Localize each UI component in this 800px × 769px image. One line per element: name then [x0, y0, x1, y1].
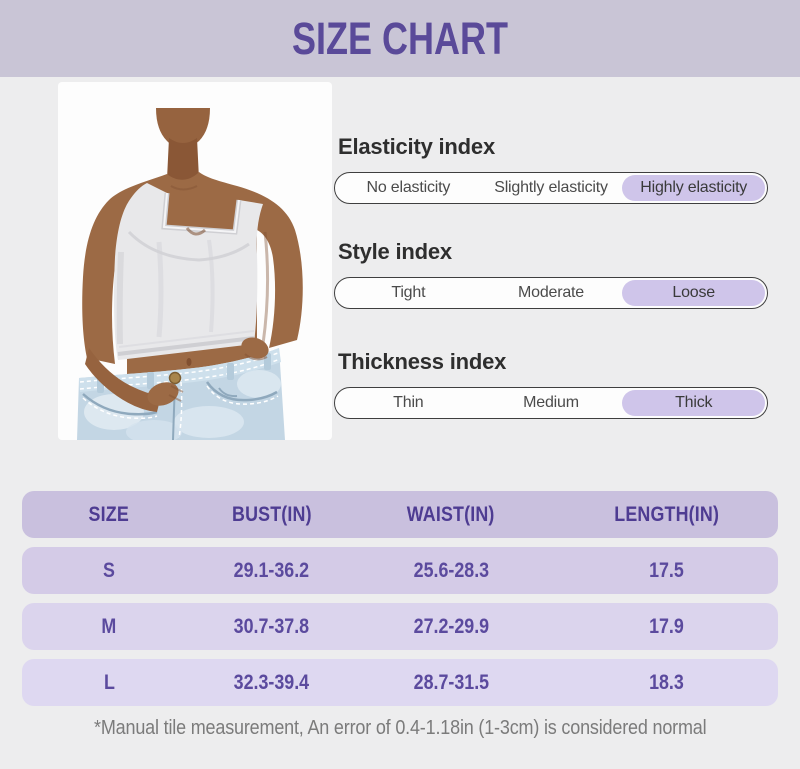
style-option-tight: Tight — [391, 284, 426, 301]
page-title: SIZE CHART — [292, 12, 508, 64]
cell-length: 17.9 — [649, 614, 684, 638]
elasticity-option-none: No elasticity — [366, 179, 451, 196]
table-row-m: M 30.7-37.8 27.2-29.9 17.9 — [22, 603, 778, 650]
cell-size: S — [102, 558, 115, 582]
col-header-length: LENGTH(IN) — [614, 502, 719, 526]
cell-length: 17.5 — [649, 558, 684, 582]
product-photo — [58, 82, 332, 440]
style-option-moderate: Moderate — [518, 284, 584, 301]
cell-bust: 29.1-36.2 — [233, 558, 310, 582]
cell-waist: 25.6-28.3 — [413, 558, 489, 582]
cell-size: M — [101, 614, 117, 638]
elasticity-option-slightly: Slightly elasticity — [494, 179, 608, 196]
size-table-header-row: SIZE BUST(IN) WAIST(IN) LENGTH(IN) — [22, 491, 778, 538]
style-index-title: Style index — [338, 239, 452, 264]
elasticity-index-title: Elasticity index — [338, 134, 495, 159]
cell-size: L — [103, 670, 115, 694]
elasticity-option-highly: Highly elasticity — [622, 175, 766, 201]
thickness-index-section: Thickness index Thin Medium Thick — [334, 349, 768, 419]
measurement-footnote: *Manual tile measurement, An error of 0.… — [93, 717, 707, 739]
style-index-section: Style index Tight Moderate Loose — [334, 239, 768, 309]
elasticity-index-section: Elasticity index No elasticity Slightly … — [334, 134, 768, 204]
col-header-bust: BUST(IN) — [231, 502, 312, 526]
cell-waist: 28.7-31.5 — [413, 670, 489, 694]
style-index-scale: Tight Moderate Loose — [334, 277, 768, 309]
elasticity-index-scale: No elasticity Slightly elasticity Highly… — [334, 172, 768, 204]
thickness-option-medium: Medium — [523, 394, 579, 411]
cell-bust: 30.7-37.8 — [233, 614, 310, 638]
col-header-size: SIZE — [88, 502, 130, 526]
table-row-s: S 29.1-36.2 25.6-28.3 17.5 — [22, 547, 778, 594]
table-row-l: L 32.3-39.4 28.7-31.5 18.3 — [22, 659, 778, 706]
header-banner: SIZE CHART — [0, 0, 800, 77]
style-option-loose: Loose — [622, 280, 766, 306]
cell-waist: 27.2-29.9 — [413, 614, 489, 638]
cell-bust: 32.3-39.4 — [233, 670, 310, 694]
thickness-option-thick: Thick — [622, 390, 766, 416]
thickness-index-scale: Thin Medium Thick — [334, 387, 768, 419]
cell-length: 18.3 — [649, 670, 684, 694]
thickness-option-thin: Thin — [393, 394, 424, 411]
col-header-waist: WAIST(IN) — [407, 502, 495, 526]
model-illustration — [77, 108, 303, 440]
size-table: SIZE BUST(IN) WAIST(IN) LENGTH(IN) S 29.… — [22, 491, 778, 715]
thickness-index-title: Thickness index — [338, 349, 507, 374]
